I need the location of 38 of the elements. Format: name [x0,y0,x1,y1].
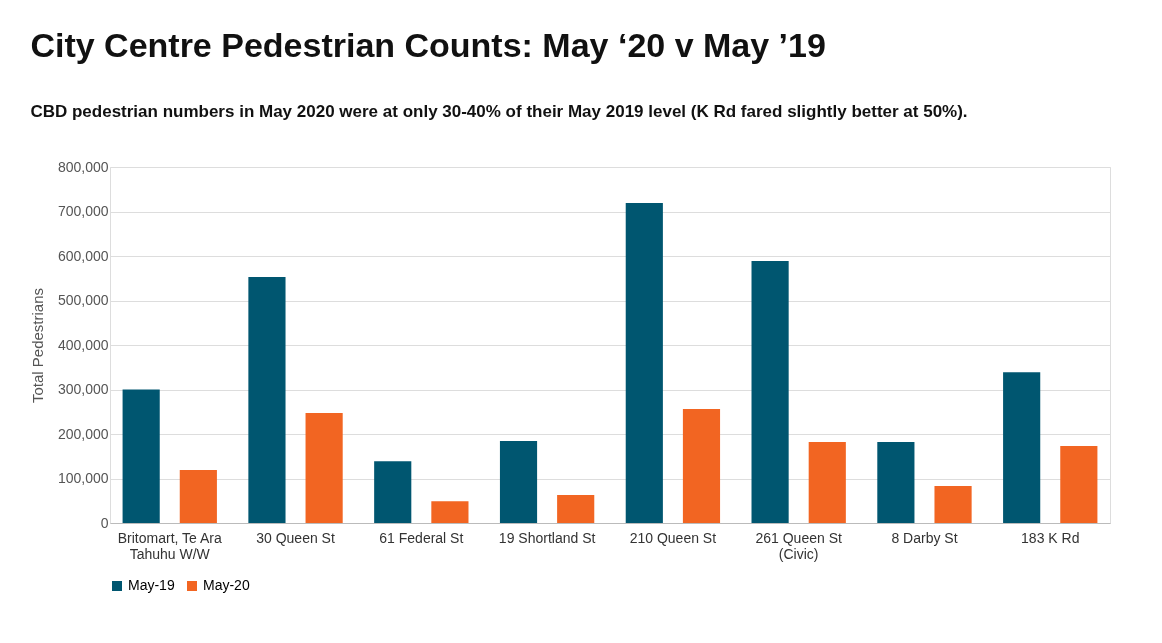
bar [751,260,789,523]
bar [305,413,343,523]
bar [122,389,160,523]
x-tick-label: 30 Queen St [256,529,335,546]
bar [179,470,217,523]
x-tick-label: 8 Darby St [891,529,958,546]
y-tick-label: 0 [100,514,109,531]
bar [625,203,663,523]
bar [374,461,412,523]
y-tick-label: 700,000 [57,203,109,219]
y-tick-label: 600,000 [57,247,109,264]
bar [431,501,469,523]
x-tick-label: 210 Queen St [629,529,717,546]
y-tick-label: 800,000 [57,158,109,175]
y-tick-label: 500,000 [57,292,109,308]
legend-label: May-19 [128,577,175,593]
x-tick-label: Britomart, Te Ara Tahuhu W/W [117,529,222,562]
chart-subtitle: CBD pedestrian numbers in May 2020 were at only 30-40% of their May 2019 level (K Rd fared slightly better at 50%). [30,102,968,121]
y-tick-label: 400,000 [57,336,109,353]
x-tick-label: 261 Queen St (Civic) [755,529,842,562]
bar [557,494,595,523]
bar [248,276,286,523]
bar [1003,372,1041,523]
y-tick-label: 300,000 [57,381,109,397]
chart-title: City Centre Pedestrian Counts: May ‘20 v May ’19 [30,26,826,64]
bar [877,442,915,523]
y-axis-title: Total Pedestrians [28,287,46,404]
x-tick-label: 19 Shortland St [498,529,596,546]
bar [934,486,972,523]
bar [1060,446,1098,523]
x-tick-label: 183 K Rd [1021,529,1080,546]
bar [808,442,846,523]
bar [499,441,538,523]
bar [682,409,721,523]
x-tick-label: 61 Federal St [379,529,464,546]
legend-label: May-20 [203,577,250,593]
y-tick-label: 200,000 [57,425,109,442]
y-tick-label: 100,000 [57,470,109,486]
